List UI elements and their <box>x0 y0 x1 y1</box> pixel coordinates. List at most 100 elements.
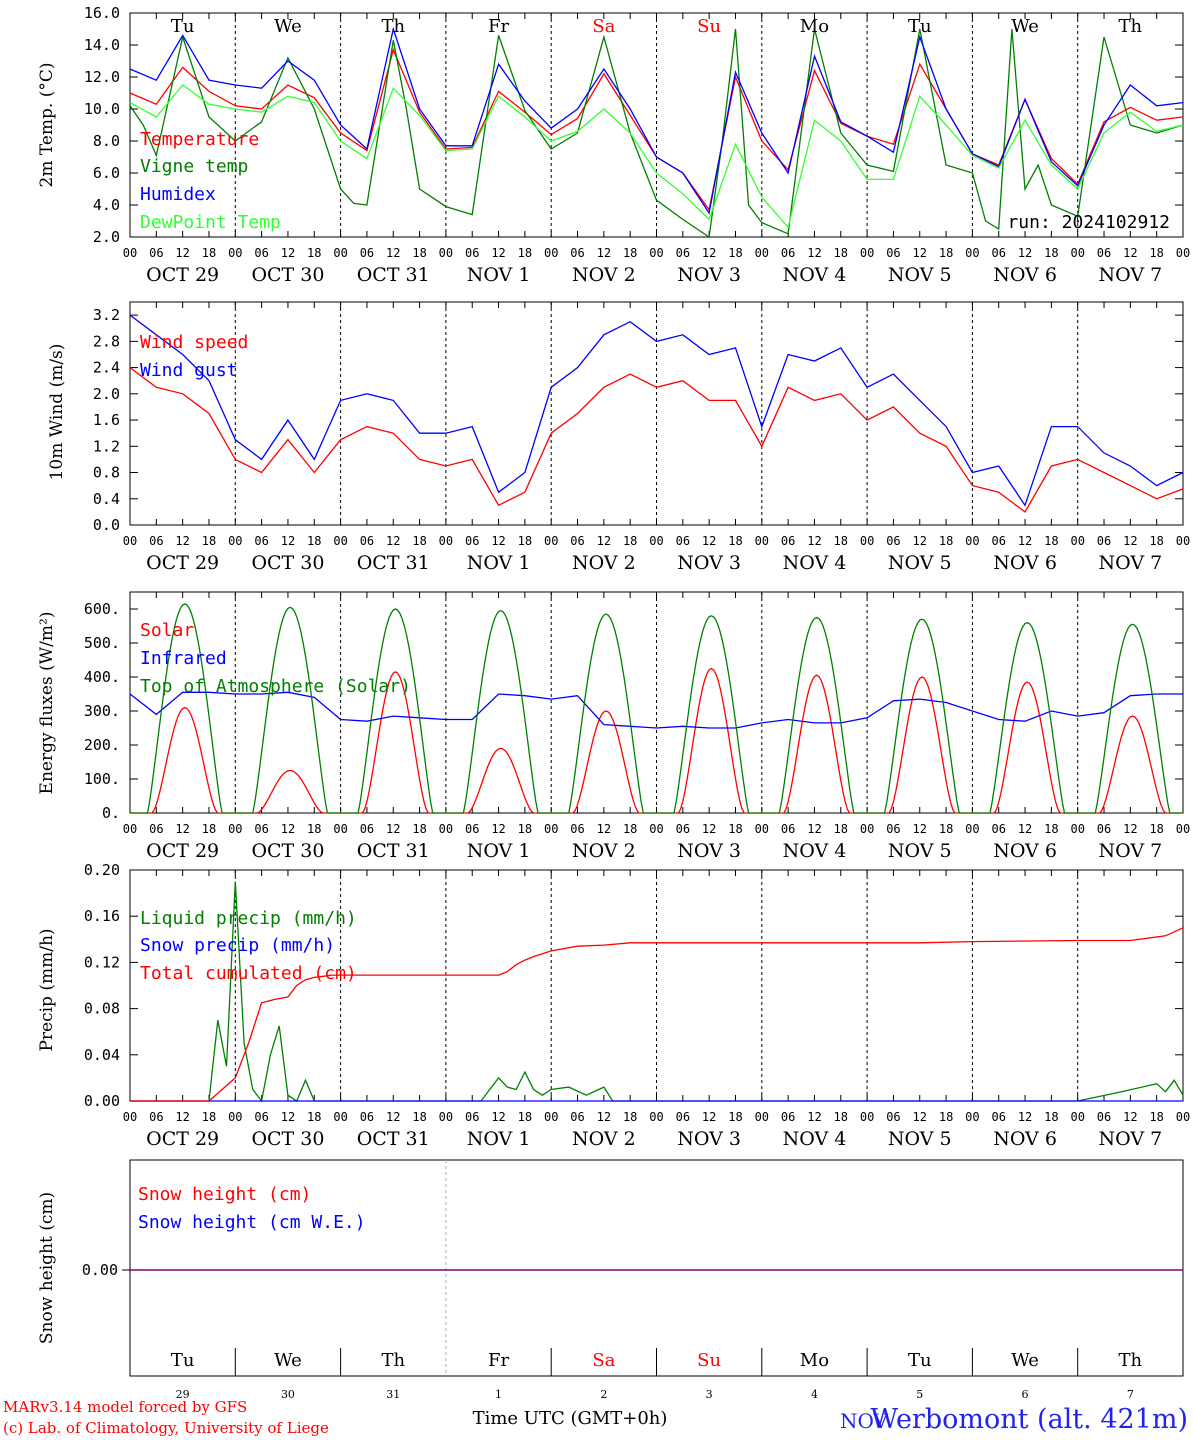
date-label: NOV 3 <box>677 552 741 574</box>
hour-tick-label: 00 <box>544 1110 558 1124</box>
weekday-label: Su <box>697 16 721 37</box>
legend-entry: Temperature <box>140 129 259 150</box>
y-tick-label: 10.0 <box>84 100 120 118</box>
hour-tick-label: 06 <box>676 246 690 260</box>
y-tick-label: 2.8 <box>93 332 120 350</box>
day-number-label: 6 <box>1022 1388 1029 1401</box>
date-label: OCT 29 <box>146 264 219 286</box>
hour-tick-label: 00 <box>965 534 979 548</box>
legend-entry: DewPoint Temp <box>140 212 281 233</box>
hour-tick-label: 00 <box>649 822 663 836</box>
hour-tick-label: 18 <box>834 246 848 260</box>
hour-tick-label: 06 <box>676 534 690 548</box>
date-label: NOV 6 <box>993 552 1057 574</box>
date-label: NOV 5 <box>888 552 952 574</box>
hour-tick-label: 00 <box>649 1110 663 1124</box>
y-tick-label: 0.8 <box>93 464 120 482</box>
y-tick-label: 0.12 <box>84 953 120 971</box>
weekday-label: We <box>1011 1350 1039 1371</box>
day-number-label: 5 <box>916 1388 923 1401</box>
hour-tick-label: 00 <box>333 246 347 260</box>
hour-tick-label: 18 <box>939 822 953 836</box>
hour-tick-label: 18 <box>307 1110 321 1124</box>
hour-tick-label: 18 <box>412 246 426 260</box>
legend-entry: Snow precip (mm/h) <box>140 935 335 956</box>
hour-tick-label: 00 <box>860 1110 874 1124</box>
hour-tick-label: 00 <box>1070 534 1084 548</box>
hour-tick-label: 18 <box>412 822 426 836</box>
hour-tick-label: 06 <box>254 822 268 836</box>
hour-tick-label: 00 <box>439 1110 453 1124</box>
hour-tick-label: 00 <box>544 534 558 548</box>
y-tick-label: 0.04 <box>84 1046 120 1064</box>
hour-tick-label: 18 <box>202 246 216 260</box>
hour-tick-label: 00 <box>755 246 769 260</box>
hour-tick-label: 06 <box>149 822 163 836</box>
hour-tick-label: 18 <box>623 534 637 548</box>
hour-tick-label: 06 <box>360 822 374 836</box>
weekday-label: Fr <box>488 16 509 37</box>
weekday-label: We <box>274 1350 302 1371</box>
hour-tick-label: 18 <box>307 822 321 836</box>
hour-tick-label: 12 <box>702 822 716 836</box>
date-label: NOV 4 <box>783 840 847 862</box>
hour-tick-label: 18 <box>1044 822 1058 836</box>
hour-tick-label: 12 <box>1123 534 1137 548</box>
footer-model-line: MARv3.14 model forced by GFS <box>3 1398 247 1416</box>
hour-tick-label: 06 <box>781 246 795 260</box>
hour-tick-label: 18 <box>939 1110 953 1124</box>
y-tick-label: 2.0 <box>93 228 120 246</box>
y-tick-label: 500. <box>84 634 120 652</box>
date-label: NOV 5 <box>888 264 952 286</box>
hour-tick-label: 12 <box>597 822 611 836</box>
hour-tick-label: 06 <box>676 822 690 836</box>
date-label: NOV 6 <box>993 1128 1057 1150</box>
hour-tick-label: 12 <box>281 1110 295 1124</box>
y-tick-label: 8.0 <box>93 132 120 150</box>
date-label: NOV 4 <box>783 264 847 286</box>
legend-entry: Solar <box>140 620 194 641</box>
date-label: NOV 3 <box>677 1128 741 1150</box>
hour-tick-label: 06 <box>1097 1110 1111 1124</box>
hour-tick-label: 00 <box>965 1110 979 1124</box>
date-label: OCT 31 <box>357 264 430 286</box>
legend-entry: Vigne temp <box>140 156 248 177</box>
hour-tick-label: 12 <box>386 1110 400 1124</box>
date-label: NOV 7 <box>1098 840 1162 862</box>
y-axis-label-energy: Energy fluxes (W/m²) <box>37 612 57 795</box>
hour-tick-label: 00 <box>755 534 769 548</box>
hour-tick-label: 12 <box>175 1110 189 1124</box>
date-label: NOV 2 <box>572 552 636 574</box>
weekday-label: Tu <box>908 1350 932 1371</box>
date-label: OCT 29 <box>146 1128 219 1150</box>
hour-tick-label: 18 <box>1044 246 1058 260</box>
y-tick-label: 2.0 <box>93 385 120 403</box>
y-tick-label: 0.00 <box>84 1092 120 1110</box>
date-label: OCT 30 <box>251 1128 324 1150</box>
hour-tick-label: 12 <box>281 822 295 836</box>
date-label: OCT 29 <box>146 840 219 862</box>
hour-tick-label: 06 <box>781 534 795 548</box>
hour-tick-label: 18 <box>834 534 848 548</box>
hour-tick-label: 00 <box>544 822 558 836</box>
hour-tick-label: 06 <box>149 246 163 260</box>
hour-tick-label: 00 <box>228 534 242 548</box>
hour-tick-label: 12 <box>491 246 505 260</box>
date-label: OCT 30 <box>251 552 324 574</box>
hour-tick-label: 06 <box>570 1110 584 1124</box>
hour-tick-label: 00 <box>965 246 979 260</box>
hour-tick-label: 00 <box>439 246 453 260</box>
date-label: NOV 2 <box>572 264 636 286</box>
hour-tick-label: 06 <box>991 534 1005 548</box>
day-number-label: 31 <box>386 1388 400 1401</box>
y-tick-label: 2.4 <box>93 359 120 377</box>
date-label: NOV 2 <box>572 1128 636 1150</box>
series-line-temp-2 <box>129 26 1184 215</box>
date-label: NOV 6 <box>993 840 1057 862</box>
y-tick-label: 300. <box>84 702 120 720</box>
hour-tick-label: 00 <box>1176 534 1190 548</box>
hour-tick-label: 00 <box>755 1110 769 1124</box>
hour-tick-label: 06 <box>991 246 1005 260</box>
date-label: NOV 1 <box>467 1128 531 1150</box>
